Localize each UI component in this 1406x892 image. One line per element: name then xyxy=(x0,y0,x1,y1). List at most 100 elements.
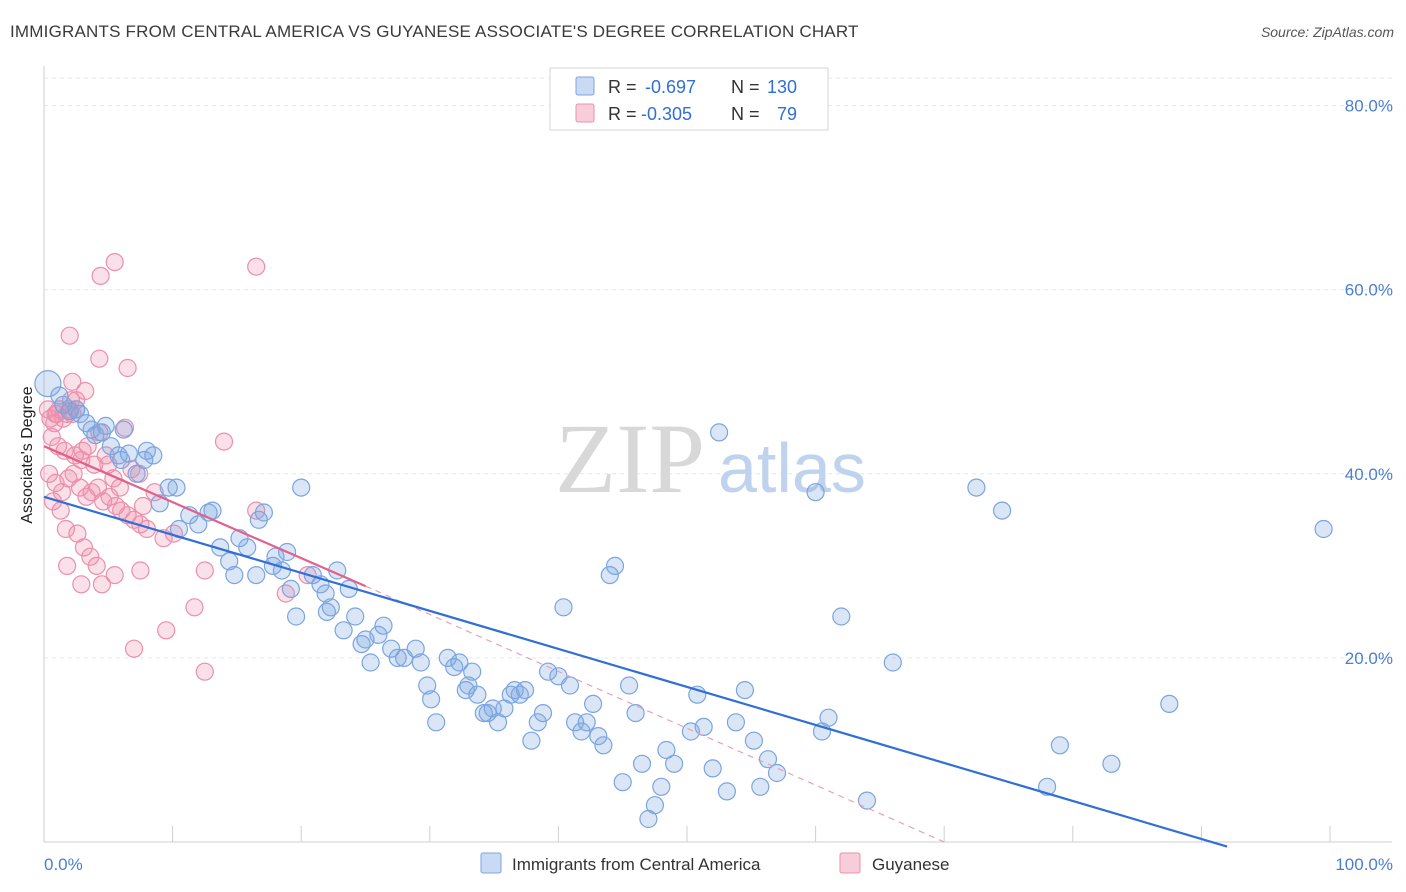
central-america-point xyxy=(589,726,608,746)
central-america-point xyxy=(34,370,62,398)
guyanese-point xyxy=(74,538,94,557)
gridlines xyxy=(44,77,1392,659)
guyanese-point xyxy=(57,556,77,576)
guyanese-point xyxy=(124,639,144,658)
central-america-point xyxy=(247,565,266,585)
central-america-point xyxy=(744,731,764,750)
central-america-point xyxy=(664,754,684,773)
central-america-point xyxy=(101,437,121,456)
central-america-point xyxy=(1160,694,1179,714)
central-america-point xyxy=(159,478,178,497)
central-america-point xyxy=(554,598,573,617)
central-america-point xyxy=(533,703,553,723)
central-america-point xyxy=(418,676,437,695)
central-america-point xyxy=(751,777,770,796)
guyanese-point xyxy=(90,349,109,368)
legend: Immigrants from Central America Guyanese xyxy=(480,852,950,874)
guyanese-point xyxy=(81,547,100,566)
central-america-point xyxy=(238,538,257,557)
y-tick-label: 60.0% xyxy=(1345,281,1393,300)
central-america-point xyxy=(334,621,353,640)
central-america-point xyxy=(127,464,146,483)
central-america-point xyxy=(189,515,208,534)
legend-label-central-america: Immigrants from Central America xyxy=(512,855,761,874)
guyanese-point xyxy=(42,427,61,447)
central-america-point xyxy=(474,703,493,723)
central-america-point xyxy=(388,648,407,668)
central-america-point xyxy=(538,662,558,681)
central-america-point xyxy=(70,404,90,424)
x-tick-label-max: 100.0% xyxy=(1335,855,1393,874)
central-america-point xyxy=(137,441,156,460)
watermark-zip: ZIP xyxy=(555,403,705,514)
central-america-point xyxy=(60,402,79,421)
central-america-point xyxy=(1102,754,1121,773)
stats-swatch-central-america xyxy=(575,76,595,96)
central-america-point xyxy=(96,416,115,435)
central-america-point xyxy=(577,713,596,732)
guyanese-point xyxy=(105,565,124,585)
stats-swatch-guyanese xyxy=(575,103,595,123)
series-guyanese-points xyxy=(38,253,317,681)
central-america-point xyxy=(583,694,603,714)
stats-n-label-2: N = xyxy=(731,104,760,124)
central-america-point xyxy=(450,653,469,672)
central-america-point xyxy=(645,796,665,815)
central-america-point xyxy=(528,713,547,732)
watermark-atlas: atlas xyxy=(718,429,866,507)
central-america-point xyxy=(346,607,365,626)
guyanese-point xyxy=(247,257,266,276)
central-america-point xyxy=(292,478,311,497)
guyanese-point xyxy=(91,266,110,285)
central-america-point xyxy=(717,782,737,801)
central-america-point xyxy=(515,680,535,700)
central-america-point xyxy=(119,444,138,463)
central-america-point xyxy=(317,602,336,622)
guyanese-point xyxy=(185,598,204,617)
guyanese-point xyxy=(70,478,90,497)
central-america-point xyxy=(572,722,591,741)
guyanese-point xyxy=(60,326,79,345)
guyanese-point xyxy=(73,441,92,460)
x-tick-label-min: 0.0% xyxy=(44,855,83,874)
central-america-point xyxy=(1314,519,1333,539)
central-america-point xyxy=(411,653,430,672)
guyanese-trend-line xyxy=(43,445,366,588)
central-america-point xyxy=(626,703,645,723)
stats-n-value-2: 79 xyxy=(777,104,797,124)
guyanese-point xyxy=(105,253,124,272)
guyanese-point xyxy=(72,575,91,594)
central-america-point xyxy=(967,478,986,497)
central-america-point xyxy=(758,750,778,769)
legend-label-guyanese: Guyanese xyxy=(872,855,950,874)
central-america-point xyxy=(463,662,482,681)
central-america-point xyxy=(703,759,722,778)
central-america-point xyxy=(806,483,825,502)
central-america-point xyxy=(438,648,457,668)
central-america-point xyxy=(600,565,619,585)
guyanese-point xyxy=(46,404,65,424)
central-america-point xyxy=(632,754,652,773)
central-america-point xyxy=(819,708,838,727)
guyanese-point xyxy=(56,519,76,539)
guyanese-point xyxy=(195,561,214,580)
central-america-point xyxy=(726,713,746,732)
central-america-point xyxy=(287,607,306,626)
central-america-point xyxy=(316,584,335,603)
stats-r-label-1: R = xyxy=(608,77,637,97)
central-america-point xyxy=(767,763,787,783)
guyanese-point xyxy=(87,556,106,576)
guyanese-point xyxy=(118,358,137,378)
central-america-point xyxy=(144,446,163,465)
central-america-point xyxy=(220,552,239,571)
y-tick-label: 40.0% xyxy=(1345,465,1393,484)
guyanese-point xyxy=(39,464,59,483)
central-america-point xyxy=(361,653,380,672)
central-america-point xyxy=(694,717,713,737)
central-america-point xyxy=(857,791,877,810)
central-america-point xyxy=(427,713,446,732)
guyanese-point xyxy=(133,496,153,516)
central-america-point xyxy=(225,565,244,585)
x-tick-labels: 0.0% 100.0% xyxy=(44,855,1393,874)
